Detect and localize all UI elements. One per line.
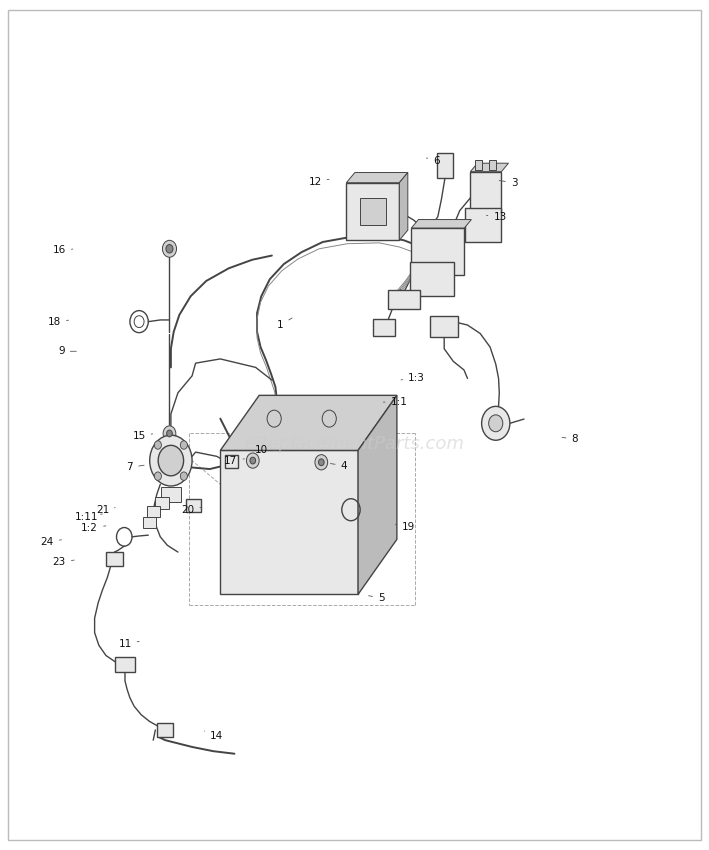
Bar [225,455,238,468]
Text: 7: 7 [127,462,144,473]
Circle shape [155,441,162,450]
Circle shape [180,472,187,480]
Bar [430,316,458,337]
Circle shape [318,459,324,466]
Text: eReplacementParts.com: eReplacementParts.com [245,434,464,453]
Text: 5: 5 [369,592,385,603]
Bar [143,518,156,528]
Bar [489,160,496,170]
Text: 1:11: 1:11 [74,512,102,522]
Polygon shape [399,173,408,241]
Polygon shape [220,395,397,450]
Text: 1:3: 1:3 [401,373,425,383]
Polygon shape [347,173,408,183]
Circle shape [489,415,503,432]
Bar [157,723,173,737]
Text: 3: 3 [499,178,518,188]
Polygon shape [220,450,358,594]
Text: 21: 21 [96,505,115,515]
Circle shape [481,406,510,440]
Bar [347,183,399,241]
Polygon shape [411,219,471,228]
Text: 1: 1 [277,318,292,330]
Bar [475,160,482,170]
Text: 8: 8 [562,434,578,445]
Text: 23: 23 [52,558,74,567]
Bar [115,657,135,672]
Bar [147,507,160,517]
Circle shape [250,457,256,464]
Text: 12: 12 [308,177,329,187]
Text: 16: 16 [52,246,73,256]
Text: 1:1: 1:1 [384,397,408,407]
Bar [437,153,452,178]
Circle shape [247,453,259,468]
Circle shape [162,241,177,258]
Circle shape [155,472,162,480]
Text: 1:2: 1:2 [82,524,106,533]
Bar [360,198,386,225]
Bar [464,208,501,242]
Circle shape [267,411,281,427]
Bar [411,228,464,275]
Circle shape [166,245,173,253]
Bar [186,499,201,513]
Text: 4: 4 [330,461,347,471]
Bar [373,319,396,336]
Bar [388,291,420,309]
Bar [106,552,123,565]
Circle shape [180,441,187,450]
Polygon shape [470,163,508,172]
Circle shape [167,430,172,437]
Circle shape [322,411,336,427]
Text: 14: 14 [204,731,223,741]
Text: 17: 17 [224,456,245,466]
Bar [411,263,454,296]
Text: 19: 19 [396,522,415,531]
Polygon shape [358,395,397,594]
Text: 11: 11 [118,638,139,649]
Text: 24: 24 [40,537,62,547]
Circle shape [163,426,176,441]
Text: 18: 18 [48,317,69,326]
Text: 6: 6 [426,156,440,166]
Bar [161,487,181,502]
Text: 15: 15 [133,431,152,441]
Text: 13: 13 [486,212,507,223]
Circle shape [150,435,192,486]
Text: 10: 10 [255,445,275,456]
Text: 9: 9 [58,346,77,356]
Circle shape [158,445,184,476]
Bar [470,172,501,216]
Circle shape [315,455,328,470]
Text: 20: 20 [182,505,202,515]
Bar [155,496,169,509]
